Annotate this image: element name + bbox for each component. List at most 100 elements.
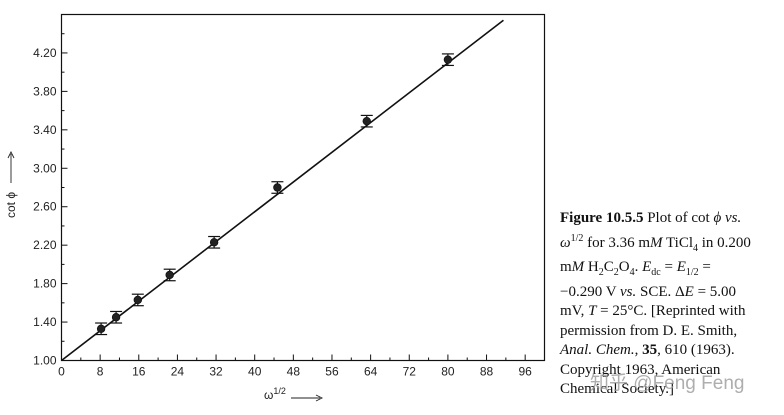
caption-vs: vs.: [620, 283, 637, 300]
data-point: [208, 235, 221, 249]
x-tick-label: 40: [248, 365, 262, 379]
x-axis-ticks: 0 8 16 24 32 40 48 56 64 72 80 88 96: [58, 354, 533, 379]
caption-text: in 0.200: [698, 234, 751, 251]
caption-line-1: Figure 10.5.5 Plot of cot ϕ vs.: [560, 209, 784, 229]
data-point: [360, 114, 373, 128]
data-point-marker: [133, 295, 143, 305]
data-points: [95, 53, 454, 336]
data-point-marker: [209, 238, 219, 247]
data-point-marker: [273, 183, 282, 192]
caption-vs: vs.: [721, 210, 742, 226]
caption-line-7: Anal. Chem., 35, 610 (1963).: [560, 341, 784, 361]
caption-sub: 2: [598, 267, 604, 278]
data-point: [163, 268, 176, 282]
y-tick-label: 1.00: [33, 354, 57, 368]
figure-number: Figure 10.5.5: [560, 210, 644, 226]
caption-text: SCE. Δ: [636, 283, 685, 300]
caption-text: m: [560, 259, 572, 275]
caption-text: mV,: [560, 303, 589, 319]
x-tick-label: 56: [325, 365, 339, 379]
y-tick-label: 1.40: [33, 315, 57, 329]
data-point: [131, 293, 144, 307]
caption-text: =: [660, 259, 677, 275]
caption-text: , 610 (1963).: [657, 342, 735, 358]
caption-sub: dc: [651, 267, 661, 278]
caption-sub: 1/2: [685, 267, 699, 278]
x-axis-label-sup: 1/2: [273, 386, 286, 396]
caption-line-8: Copyright 1963, American: [560, 361, 721, 378]
caption-journal: Anal. Chem.: [560, 342, 635, 358]
caption-text: C: [603, 259, 614, 275]
caption-sub: 4: [693, 242, 699, 254]
y-tick-label: 4.20: [33, 46, 57, 60]
svg-text:ω1/2: ω1/2: [264, 386, 286, 402]
y-tick-label: 2.60: [33, 200, 57, 214]
x-tick-label: 96: [519, 365, 533, 379]
caption-e: E: [642, 259, 652, 275]
caption-e: E: [684, 283, 694, 300]
y-tick-label: 2.20: [33, 238, 57, 252]
caption-molar: M: [650, 234, 663, 251]
data-point-marker: [362, 116, 371, 126]
caption-phi: ϕ: [713, 210, 722, 226]
x-tick-label: 72: [403, 365, 417, 379]
x-tick-label: 0: [58, 365, 65, 379]
data-point-marker: [443, 55, 453, 64]
caption-line-4: −0.290 V vs. SCE. ΔE = 5.00: [560, 283, 784, 303]
y-tick-label: 3.00: [33, 161, 57, 175]
caption-molar: M: [571, 259, 585, 275]
y-tick-label: 3.40: [33, 123, 57, 137]
caption-text: TiCl: [662, 234, 694, 251]
caption-text: =: [698, 259, 711, 275]
caption-omega: ω: [560, 234, 571, 251]
caption-text: −0.290 V: [560, 283, 620, 300]
caption-text: Plot of cot: [643, 210, 714, 226]
caption-text: O: [618, 259, 630, 275]
x-tick-label: 32: [209, 365, 223, 379]
y-axis-label: cot ϕ: [4, 150, 18, 218]
data-point: [110, 310, 123, 324]
caption-omega-sup: 1/2: [570, 232, 584, 244]
x-tick-label: 88: [480, 365, 494, 379]
x-axis-label-text: ω: [264, 388, 273, 402]
y-tick-label: 3.80: [33, 84, 57, 98]
data-point: [271, 181, 284, 194]
x-tick-label: 48: [287, 365, 301, 379]
data-point: [95, 322, 108, 336]
x-tick-label: 80: [441, 365, 455, 379]
x-tick-label: 24: [171, 365, 185, 379]
caption-line-3: mM H2C2O4. Edc = E1/2 =: [560, 258, 784, 283]
data-point-marker: [165, 270, 174, 280]
caption-t: T: [588, 303, 597, 319]
x-axis-label: ω1/2: [264, 386, 324, 402]
caption-text: ,: [634, 342, 643, 358]
caption-text: H: [584, 259, 599, 275]
y-axis-arrowhead: [7, 150, 15, 159]
data-point-marker: [111, 313, 121, 322]
caption-line-9: Chemical Society.]: [560, 381, 674, 397]
y-axis-label-text: cot ϕ: [4, 192, 18, 218]
caption-text: for 3.36 m: [583, 234, 651, 251]
caption-volume: 35: [642, 342, 658, 358]
x-tick-label: 16: [132, 365, 146, 379]
x-axis-arrowhead: [315, 394, 324, 402]
y-tick-label: 1.80: [33, 277, 57, 291]
caption-text: = 5.00: [693, 283, 737, 300]
data-point-marker: [96, 324, 106, 333]
watermark: 知乎 @Feng Feng: [590, 373, 745, 394]
plot-frame: [60, 13, 546, 362]
caption-text: = 25°C. [Reprinted with: [596, 303, 746, 319]
x-tick-label: 8: [97, 365, 104, 379]
fit-line: [61, 19, 504, 362]
y-axis-ticks: 1.00 1.40 1.80 2.20 2.60 3.00 3.40 3.80 4.20: [33, 33, 68, 368]
caption-line-5: mV, T = 25°C. [Reprinted with: [560, 302, 784, 322]
figure-caption: Figure 10.5.5 Plot of cot ϕ vs. ω1/2 for…: [560, 209, 784, 400]
caption-e: E: [676, 259, 686, 275]
caption-line-6: permission from D. E. Smith,: [560, 322, 738, 339]
caption-text: .: [634, 259, 643, 275]
caption-sub: 2: [613, 267, 619, 278]
caption-line-2: ω1/2 for 3.36 mM TiCl4 in 0.200: [560, 229, 784, 259]
caption-sub: 4: [629, 267, 635, 278]
